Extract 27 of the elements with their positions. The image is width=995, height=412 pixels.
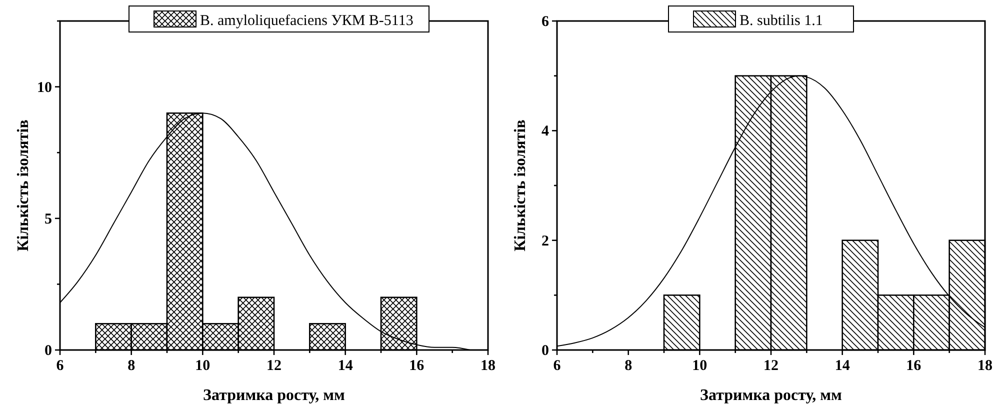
legend-label: B. amyloliquefaciens УКМ В-5113: [200, 13, 414, 29]
x-tick-label: 10: [195, 358, 210, 374]
x-tick-label: 14: [834, 358, 850, 374]
x-tick-label: 16: [906, 358, 922, 374]
x-tick-label: 6: [56, 358, 64, 374]
y-tick-label: 4: [542, 124, 550, 140]
y-tick-label: 2: [542, 233, 549, 250]
x-axis-title: Затримка росту, мм: [203, 387, 346, 404]
x-tick-label: 8: [128, 358, 136, 374]
x-tick-label: 10: [692, 358, 708, 374]
x-axis-title: Затримка росту, мм: [700, 387, 842, 404]
x-tick-label: 6: [553, 358, 562, 374]
x-tick-label: 12: [266, 358, 282, 374]
y-tick-label: 6: [542, 14, 550, 30]
x-tick-label: 8: [624, 358, 632, 374]
y-axis-title: Кількість ізолятів: [15, 119, 32, 252]
y-tick-label: 10: [37, 80, 52, 96]
x-tick-label: 16: [409, 358, 425, 374]
y-tick-label: 0: [44, 343, 52, 359]
x-tick-label: 18: [480, 358, 496, 374]
x-tick-label: 14: [338, 358, 354, 374]
legend-label: B. subtilis 1.1: [740, 13, 823, 29]
x-tick-label: 12: [764, 358, 778, 374]
x-tick-label: 18: [978, 358, 992, 374]
y-tick-label: 0: [542, 343, 549, 359]
y-axis-title: Кількість ізолятів: [512, 119, 529, 252]
y-tick-label: 5: [44, 211, 52, 228]
